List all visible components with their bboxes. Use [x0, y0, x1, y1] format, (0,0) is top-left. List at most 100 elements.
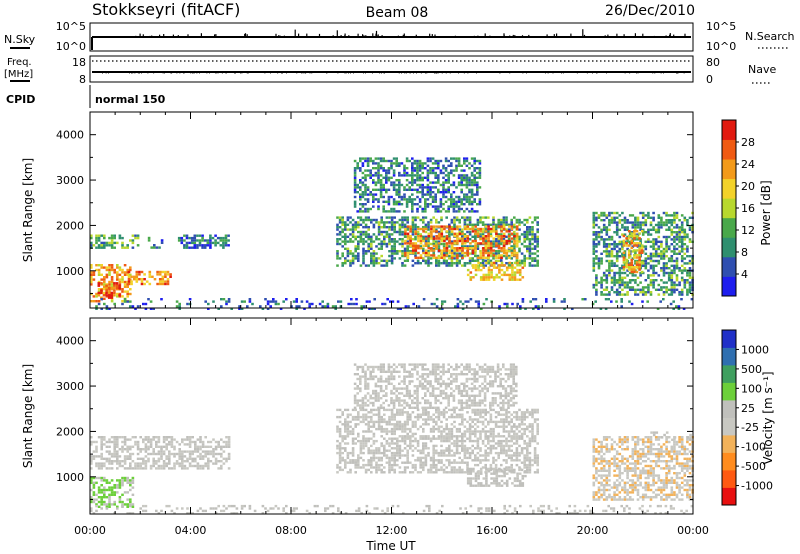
data-cell [411, 223, 415, 226]
data-cell [123, 455, 127, 458]
data-cell [344, 408, 347, 412]
data-cell [185, 236, 189, 240]
data-cell [445, 242, 449, 245]
data-cell [209, 234, 212, 237]
data-cell [613, 219, 616, 222]
data-cell [108, 273, 111, 276]
data-cell [183, 239, 186, 242]
data-cell [217, 467, 220, 470]
data-cell [222, 457, 226, 460]
data-cell [367, 425, 370, 428]
data-cell [100, 289, 103, 292]
data-cell [510, 218, 513, 222]
data-cell [356, 191, 359, 194]
data-cell [222, 244, 225, 247]
data-cell [638, 232, 641, 235]
data-cell [400, 203, 404, 206]
data-cell [460, 181, 463, 184]
data-cell [680, 291, 684, 294]
data-cell [161, 270, 165, 274]
data-cell [183, 460, 187, 463]
data-cell [377, 459, 381, 462]
data-cell [357, 221, 360, 224]
data-cell [344, 233, 347, 236]
data-cell [432, 456, 435, 460]
data-cell [409, 250, 412, 253]
data-cell [227, 452, 231, 456]
data-cell [471, 227, 475, 231]
data-cell [621, 283, 624, 287]
data-cell [95, 307, 98, 310]
data-cell [409, 251, 412, 255]
data-cell [526, 226, 529, 229]
data-cell [416, 191, 419, 194]
data-cell [414, 256, 418, 259]
data-cell [424, 259, 428, 262]
data-cell [437, 459, 441, 462]
data-cell [675, 279, 679, 282]
data-cell [116, 455, 119, 458]
data-cell [116, 484, 119, 487]
data-cell [90, 500, 93, 504]
data-cell [393, 456, 396, 460]
data-cell [97, 271, 101, 274]
data-cell [673, 216, 676, 219]
data-cell [227, 455, 231, 458]
data-cell [649, 274, 653, 277]
data-cell [667, 276, 671, 279]
data-cell [417, 237, 420, 240]
data-cell [396, 454, 399, 457]
data-cell [455, 205, 458, 208]
data-cell [123, 300, 127, 303]
data-cell [639, 240, 642, 243]
data-cell [466, 227, 470, 231]
data-cell [430, 249, 433, 252]
data-cell [131, 476, 135, 480]
data-cell [105, 460, 109, 463]
data-cell [220, 460, 223, 463]
data-cell [92, 450, 96, 453]
cpid-label: CPID [6, 93, 35, 106]
data-cell [390, 254, 394, 258]
data-cell [375, 235, 378, 238]
data-cell [199, 467, 202, 470]
data-cell [372, 200, 375, 203]
data-cell [408, 159, 411, 163]
data-cell [303, 307, 306, 310]
data-cell [183, 443, 187, 446]
data-cell [388, 449, 391, 452]
data-cell [352, 302, 356, 306]
data-cell [630, 246, 634, 250]
data-cell [502, 244, 506, 247]
data-cell [633, 256, 636, 259]
colorbar-swatch [722, 217, 736, 238]
data-cell [377, 179, 380, 182]
data-cell [453, 252, 456, 255]
data-cell [398, 164, 401, 167]
data-cell [100, 448, 103, 451]
data-cell [634, 279, 637, 282]
data-cell [424, 437, 428, 440]
data-cell [494, 238, 498, 241]
data-cell [533, 218, 537, 222]
data-cell [432, 256, 436, 259]
data-cell [346, 471, 350, 474]
data-cell [532, 298, 535, 301]
data-cell [375, 427, 378, 431]
data-cell [437, 254, 441, 258]
data-cell [401, 423, 404, 426]
data-cell [678, 281, 681, 284]
data-cell [497, 256, 501, 259]
data-cell [455, 200, 458, 203]
data-cell [395, 200, 398, 203]
data-cell [605, 243, 609, 246]
data-cell [225, 445, 228, 448]
data-cell [665, 255, 668, 258]
data-cell [419, 456, 422, 460]
data-cell [107, 296, 111, 299]
data-cell [97, 476, 101, 480]
data-cell [222, 241, 225, 245]
data-cell [644, 231, 648, 234]
data-cell [377, 242, 381, 246]
data-cell [398, 466, 402, 469]
